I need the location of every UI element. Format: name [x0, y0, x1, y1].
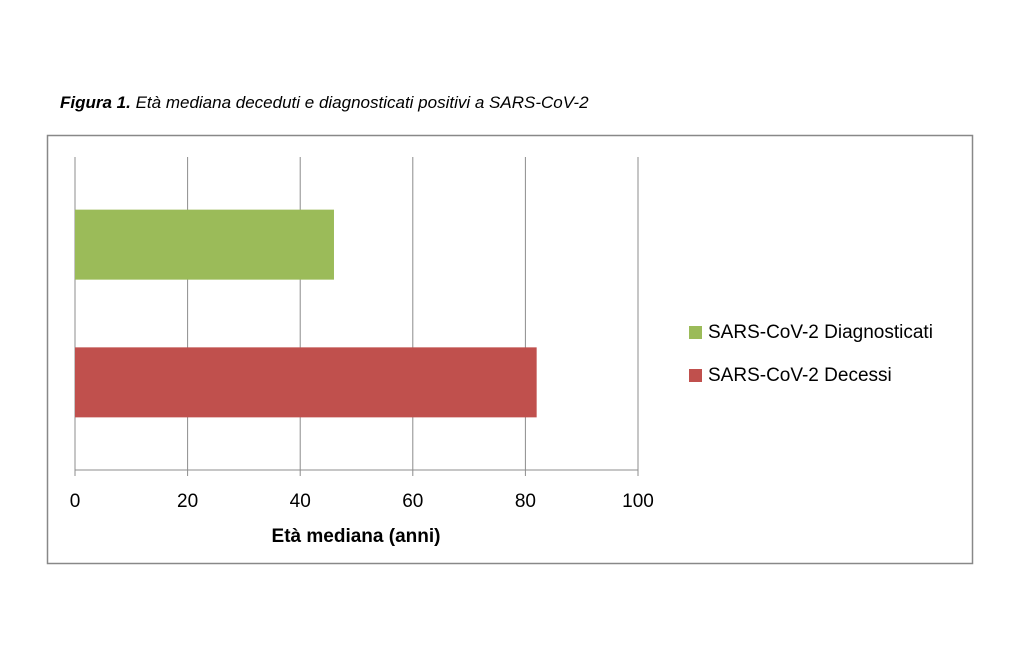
legend-label: SARS-CoV-2 Decessi: [708, 365, 892, 386]
x-tick-label: 20: [177, 491, 198, 512]
chart-frame: [46, 134, 974, 565]
legend-label: SARS-CoV-2 Diagnosticati: [708, 322, 933, 343]
x-axis-label: Età mediana (anni): [272, 526, 441, 547]
bar: [75, 347, 537, 418]
x-tick-label: 0: [70, 491, 81, 512]
chart-title: Figura 1. Età mediana deceduti e diagnos…: [60, 93, 589, 112]
x-tick-label: 40: [290, 491, 311, 512]
bar: [75, 209, 334, 280]
title-label: Figura 1.: [60, 93, 131, 112]
title-text: Età mediana deceduti e diagnosticati pos…: [136, 93, 589, 112]
x-tick-label: 60: [402, 491, 423, 512]
legend-swatch: [689, 326, 702, 339]
x-tick-label: 100: [622, 491, 654, 512]
x-tick-label: 80: [515, 491, 536, 512]
legend-swatch: [689, 369, 702, 382]
